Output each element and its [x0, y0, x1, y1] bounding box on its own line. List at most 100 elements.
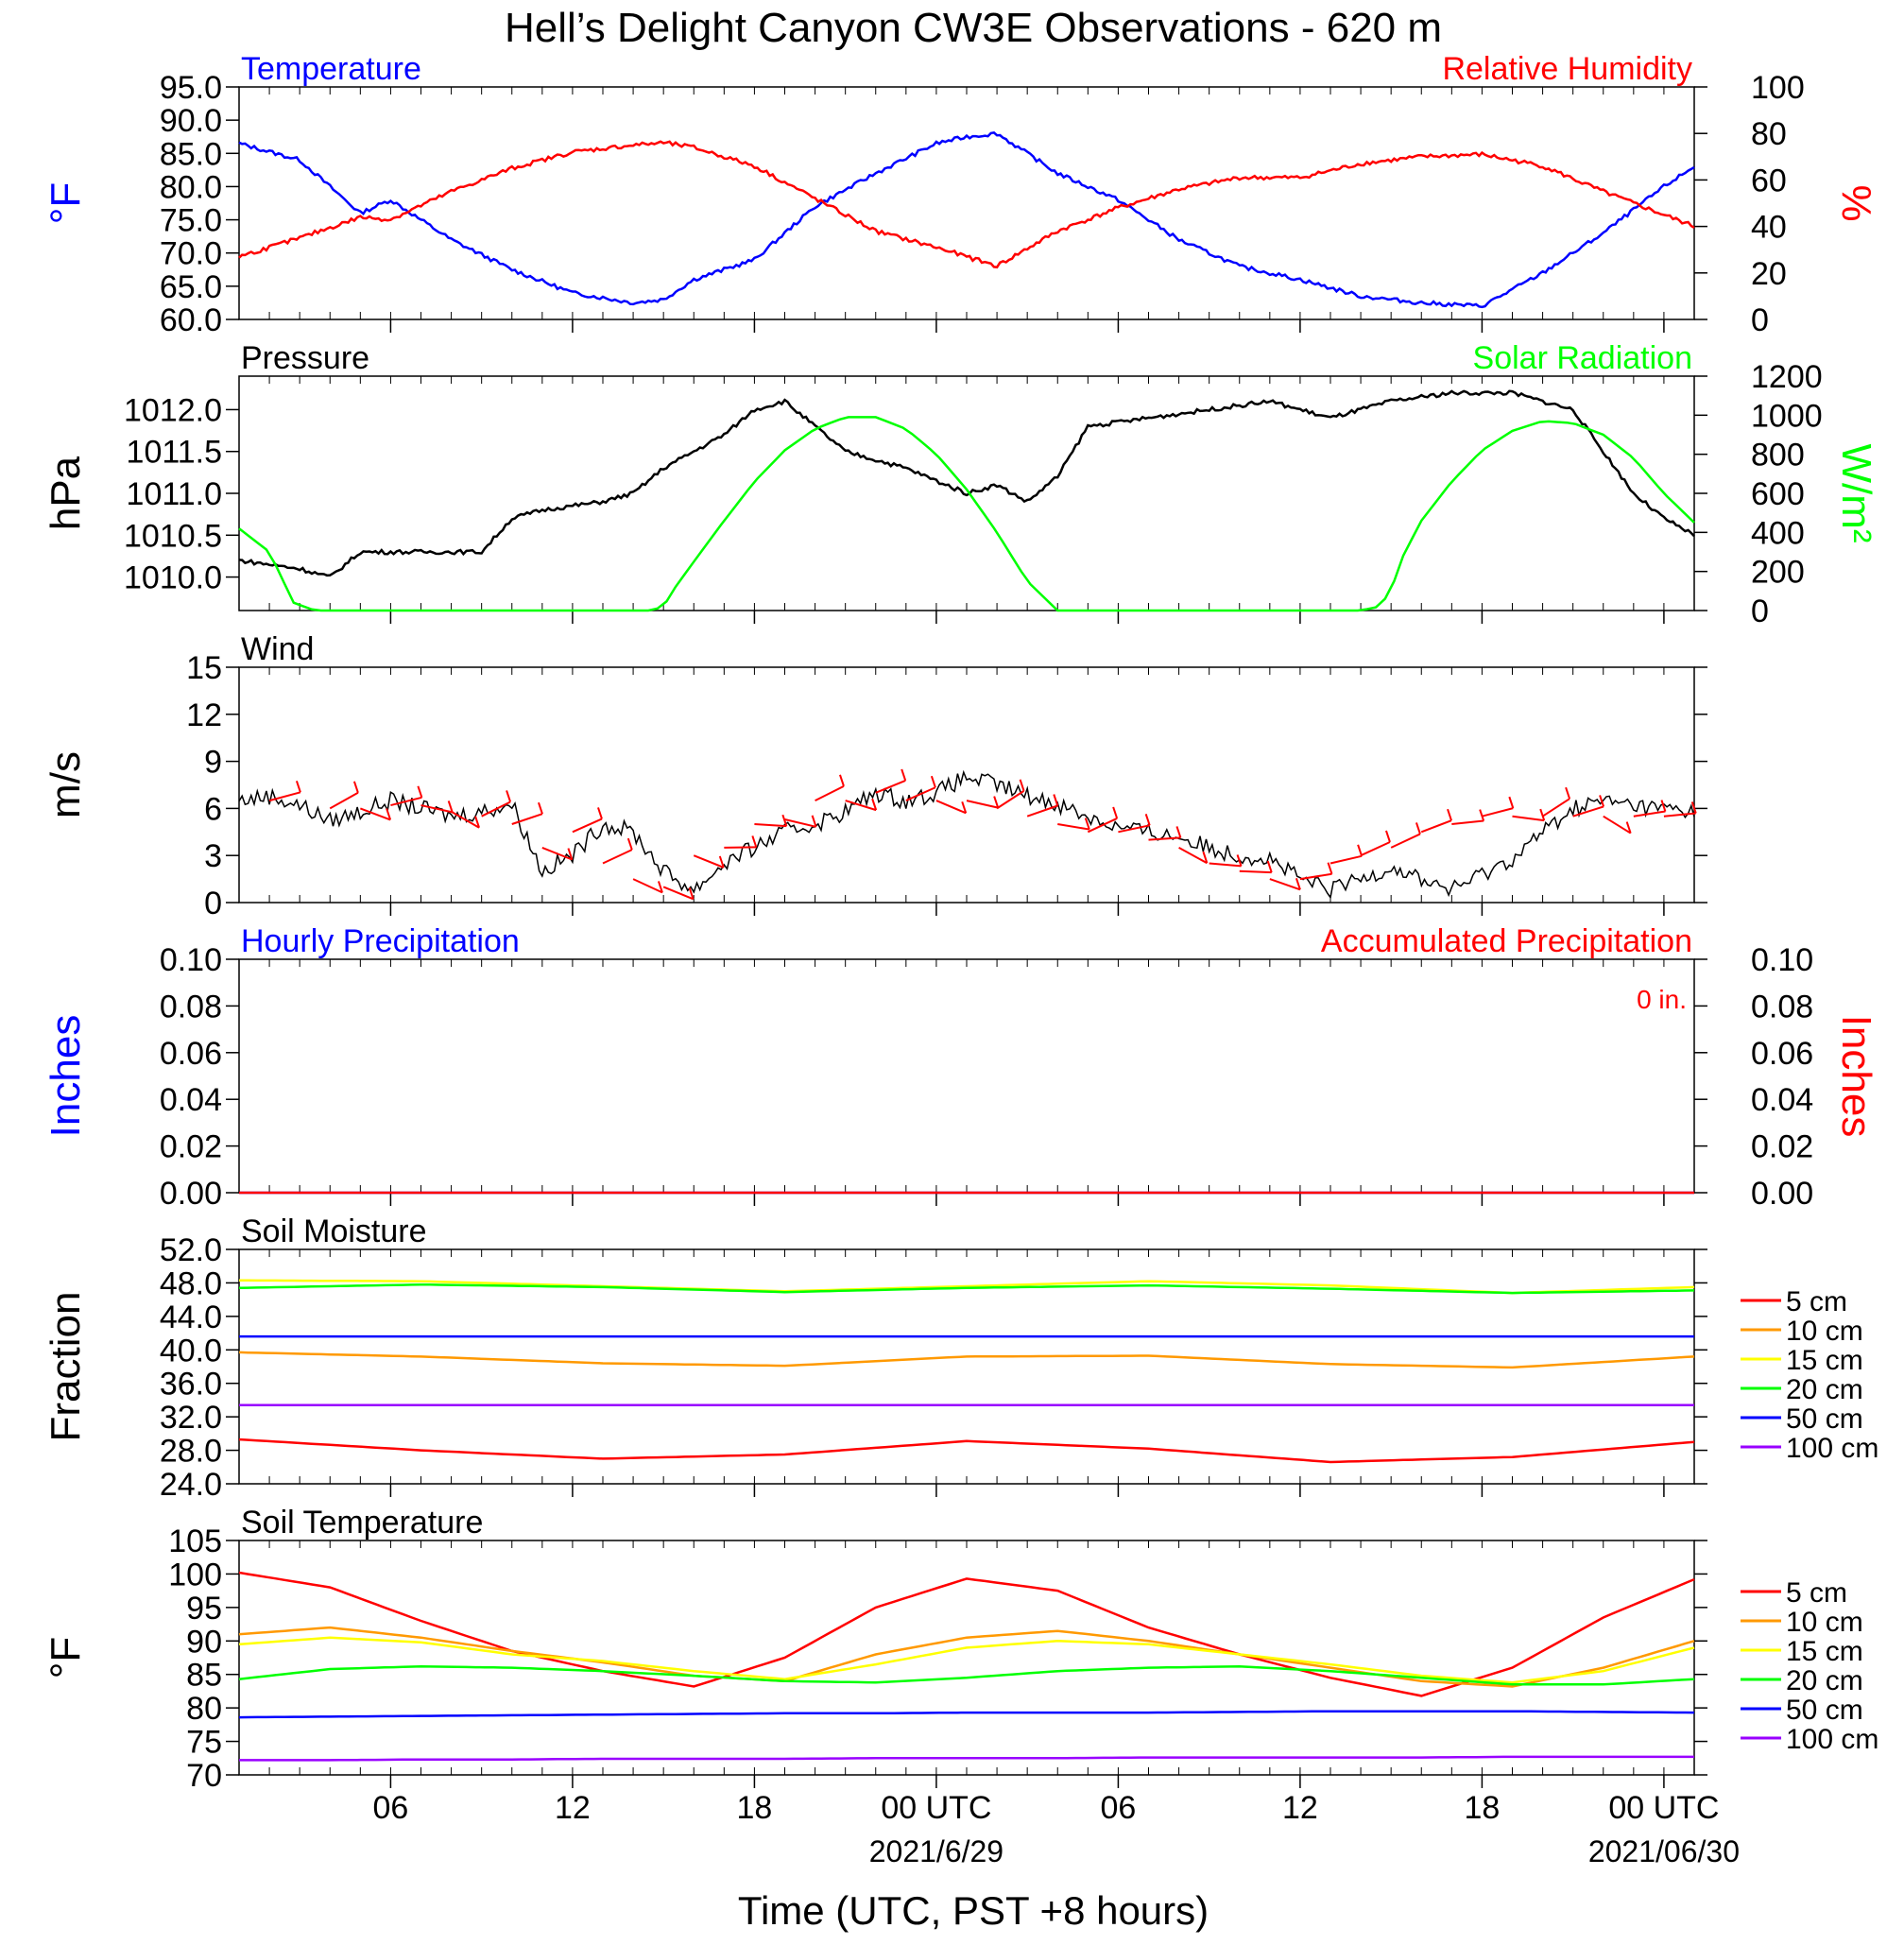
y-left-tick-label: 0.06 — [160, 1036, 222, 1072]
y-right-tick-label: 0 — [1751, 594, 1769, 629]
wind-barb — [390, 796, 422, 807]
wind-barb-flag — [1236, 854, 1243, 867]
y-left-tick-label: 90 — [186, 1624, 222, 1660]
y-left-tick-label: 24.0 — [160, 1467, 222, 1503]
plot-frame — [238, 86, 1695, 320]
wind-barb — [1603, 815, 1632, 835]
y-left-tick-label: 1011.5 — [127, 435, 222, 471]
wind-barb-flag — [506, 790, 512, 802]
panel-temperature-rh: 60.065.070.075.080.085.090.095.0 0 20 40 60 8… — [43, 51, 1879, 338]
legend-label: 5 cm — [1786, 1286, 1847, 1317]
y-right-tick-label: 0.00 — [1751, 1176, 1813, 1212]
y-left-tick-label: 44.0 — [160, 1300, 222, 1335]
y-left-tick-label: 95.0 — [160, 70, 222, 106]
y-right-tick-label: 1000 — [1751, 398, 1823, 434]
series-line-relative-humidity — [238, 140, 1695, 269]
wind-barb — [1360, 841, 1391, 857]
legend-label: 15 cm — [1786, 1636, 1863, 1667]
wind-barb — [1178, 847, 1208, 865]
y-right-tick-label: 0.10 — [1751, 942, 1813, 978]
y-right-tick-label: 40 — [1751, 210, 1787, 246]
y-left-tick-label: 1010.5 — [124, 518, 222, 554]
wind-barb — [905, 786, 936, 802]
accumulated-total-label: 0 in. — [1637, 985, 1687, 1014]
wind-barb-flag — [1660, 800, 1667, 812]
wind-barb-flag — [1539, 808, 1546, 821]
figure-title: Hell’s Delight Canyon CW3E Observations … — [505, 5, 1442, 51]
wind-barb-flag — [839, 774, 845, 787]
y-left-tick-label: 12 — [186, 697, 222, 733]
wind-barb — [966, 800, 999, 809]
y-left-tick-label: 70.0 — [160, 236, 222, 272]
x-tick-label: 00 UTC — [881, 1790, 991, 1826]
wind-barb-flag — [781, 814, 788, 827]
wind-barb-flag — [1415, 822, 1421, 835]
series-line-pressure — [238, 389, 1695, 577]
y-left-unit: Fraction — [43, 1292, 89, 1442]
series-line-100-cm — [239, 1755, 1694, 1762]
y-right-unit: W/m² — [1833, 443, 1879, 542]
wind-barb — [541, 846, 573, 861]
wind-barb — [602, 849, 633, 865]
wind-barb-flag — [1084, 818, 1090, 830]
y-right-tick-label: 400 — [1751, 515, 1805, 551]
y-left-tick-label: 85.0 — [160, 136, 222, 172]
y-right-tick-label: 0.08 — [1751, 989, 1813, 1024]
y-left-tick-label: 75.0 — [160, 203, 222, 239]
wind-barb — [1118, 824, 1150, 834]
y-left-tick-label: 100 — [168, 1557, 222, 1592]
wind-barb — [1633, 810, 1666, 818]
wind-barb-flag — [1508, 796, 1515, 809]
wind-barb-flag — [1385, 830, 1391, 843]
y-left-tick-label: 1012.0 — [124, 392, 222, 428]
y-left-tick-label: 52.0 — [160, 1232, 222, 1268]
plot-frame — [238, 666, 1695, 904]
wind-barb-flag — [1625, 821, 1632, 834]
wind-barb — [1269, 878, 1301, 891]
y-left-tick-label: 75 — [186, 1725, 222, 1761]
wind-barb-flag — [1690, 801, 1697, 814]
y-left-tick-label: 0.00 — [160, 1176, 222, 1212]
plot-frame — [238, 958, 1695, 1194]
panel-title-left: Pressure — [241, 340, 369, 376]
y-left-unit: °F — [43, 1637, 89, 1678]
wind-barb — [1148, 836, 1181, 841]
y-left-tick-label: 36.0 — [160, 1367, 222, 1403]
series-line-20-cm — [238, 1664, 1695, 1686]
y-left-tick-label: 1010.0 — [124, 560, 222, 596]
panel-title-right: Solar Radiation — [1473, 340, 1692, 376]
y-left-tick-label: 85 — [186, 1658, 222, 1694]
y-left-tick-label: 1011.0 — [127, 476, 222, 512]
legend-label: 20 cm — [1786, 1665, 1863, 1696]
wind-barb-flag — [901, 768, 907, 782]
wind-barb-flag — [1295, 878, 1301, 890]
wind-barb — [1512, 815, 1545, 822]
y-right-tick-label: 60 — [1751, 163, 1787, 198]
panel-title-right: Relative Humidity — [1442, 51, 1692, 87]
legend-label: 100 cm — [1786, 1433, 1878, 1464]
wind-barb-flag — [474, 816, 480, 829]
series-line-15-cm — [238, 1636, 1695, 1684]
y-right-tick-label: 80 — [1751, 116, 1787, 152]
wind-barb-flag — [1202, 851, 1209, 864]
wind-barb-flag — [1447, 808, 1452, 821]
wind-barb-flag — [1175, 826, 1182, 838]
wind-barb-flag — [1599, 795, 1605, 807]
wind-barb — [1451, 819, 1484, 825]
y-right-tick-label: 0.02 — [1751, 1129, 1813, 1165]
wind-barb — [420, 804, 453, 814]
y-right-tick-label: 20 — [1751, 256, 1787, 292]
wind-barb-flag — [961, 801, 968, 814]
wind-barb-flag — [751, 835, 758, 848]
wind-barb-flag — [1266, 860, 1273, 873]
panel-title-left: Wind — [241, 631, 314, 667]
legend-label: 50 cm — [1786, 1695, 1863, 1726]
wind-barb — [1482, 807, 1514, 818]
y-left-tick-label: 15 — [186, 650, 222, 686]
wind-barb — [632, 878, 663, 894]
series-line-10-cm — [238, 1626, 1695, 1688]
wind-barb — [845, 800, 877, 812]
wind-barb — [1026, 804, 1058, 818]
wind-barb — [511, 813, 543, 825]
